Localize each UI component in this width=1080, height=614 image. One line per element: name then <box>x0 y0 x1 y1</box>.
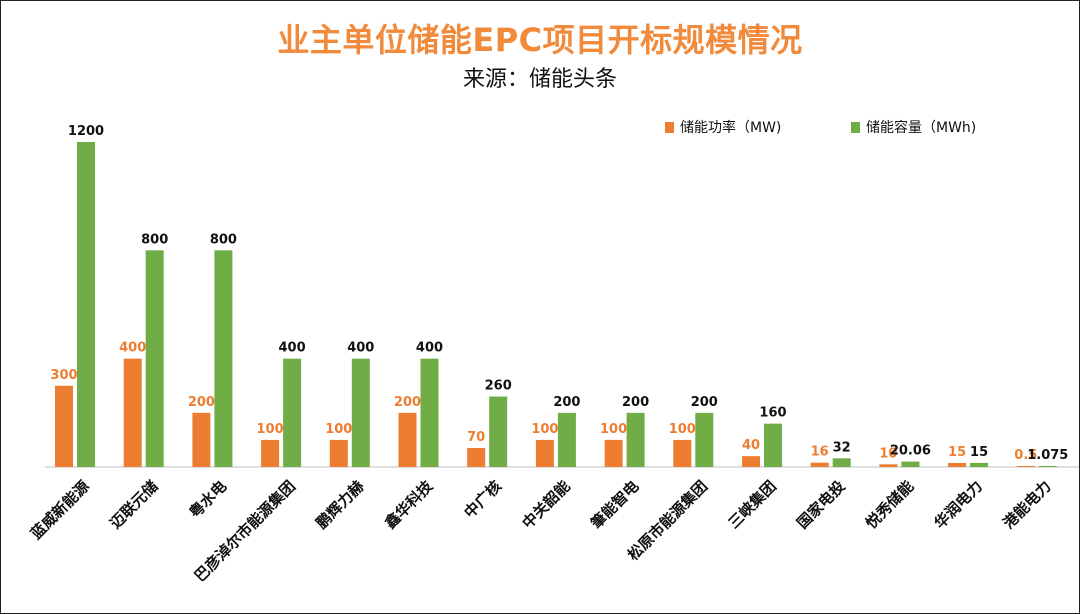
category-label: 粤水电 <box>186 477 231 522</box>
category-label: 港能电力 <box>999 477 1054 532</box>
data-label-power: 15 <box>948 445 966 460</box>
data-label-power: 400 <box>119 341 146 356</box>
category-label: 蓝威新能源 <box>27 477 93 543</box>
data-label-capacity: 160 <box>759 406 786 421</box>
bar-capacity <box>695 412 714 467</box>
data-label-power: 0.5 <box>1014 448 1037 463</box>
data-label-capacity: 200 <box>622 395 649 410</box>
data-label-capacity: 1200 <box>68 124 104 139</box>
bar-power <box>123 358 142 467</box>
data-label-capacity: 400 <box>416 341 443 356</box>
bar-power <box>467 448 486 467</box>
bar-capacity <box>351 358 370 467</box>
bar-power <box>261 439 280 467</box>
data-label-power: 10 <box>879 446 897 461</box>
legend-swatch-power <box>665 121 674 133</box>
bar-capacity <box>77 142 95 467</box>
legend-label-capacity: 储能容量（MWh) <box>866 120 977 136</box>
category-label: 筆能智电 <box>587 477 642 532</box>
data-label-capacity: 260 <box>485 379 512 394</box>
data-label-power: 100 <box>669 422 696 437</box>
data-label-capacity: 15 <box>970 445 988 460</box>
bar-capacity <box>145 250 164 467</box>
data-label-power: 40 <box>742 438 760 453</box>
data-label-capacity: 20.06 <box>890 444 931 459</box>
data-label-power: 100 <box>531 422 558 437</box>
bar-power <box>535 439 554 467</box>
legend-swatch-capacity <box>851 121 860 133</box>
bar-capacity <box>970 462 989 467</box>
bar-capacity <box>489 396 508 467</box>
data-label-power: 300 <box>50 368 77 383</box>
legend-item-power: 储能功率（MW) <box>665 117 781 137</box>
category-label: 华润电力 <box>931 477 986 532</box>
bar-power <box>604 439 623 467</box>
bar-capacity <box>283 358 302 467</box>
data-label-capacity: 800 <box>210 232 237 247</box>
category-label: 迈联元储 <box>106 477 161 532</box>
bar-power <box>192 412 211 467</box>
category-label: 中广核 <box>460 477 505 522</box>
category-label: 鹏辉力赫 <box>312 477 367 532</box>
bar-capacity <box>214 250 233 467</box>
bar-power <box>398 412 417 467</box>
data-label-capacity: 32 <box>833 440 851 455</box>
category-label: 悦秀储能 <box>862 477 917 532</box>
legend-label-power: 储能功率（MW) <box>680 120 782 136</box>
bar-capacity <box>420 358 439 467</box>
bar-power <box>1016 466 1035 467</box>
category-label: 鑫华科技 <box>380 476 437 533</box>
data-label-power: 16 <box>811 445 829 460</box>
bar-power <box>879 464 898 467</box>
bar-power <box>55 385 73 467</box>
data-label-capacity: 200 <box>691 395 718 410</box>
bar-power <box>742 456 760 467</box>
bar-capacity <box>1038 466 1057 467</box>
data-label-power: 100 <box>257 422 284 437</box>
category-label: 三峡集团 <box>725 477 780 532</box>
bar-power <box>810 462 829 467</box>
data-label-power: 70 <box>467 430 485 445</box>
data-label-power: 200 <box>394 395 421 410</box>
bar-capacity <box>557 412 576 467</box>
bar-capacity <box>626 412 645 467</box>
data-label-power: 100 <box>325 422 352 437</box>
data-label-capacity: 400 <box>279 341 306 356</box>
bar-capacity <box>764 423 782 467</box>
bar-power <box>948 462 967 467</box>
bar-power <box>329 439 348 467</box>
data-label-capacity: 200 <box>553 395 580 410</box>
data-label-capacity: 1.075 <box>1027 448 1068 463</box>
legend-item-capacity: 储能容量（MWh) <box>851 117 976 137</box>
bar-power <box>673 439 692 467</box>
category-label: 中关韶能 <box>519 477 574 532</box>
data-label-capacity: 400 <box>347 341 374 356</box>
bar-capacity <box>901 461 920 467</box>
data-label-power: 200 <box>188 395 215 410</box>
data-label-power: 100 <box>600 422 627 437</box>
chart-title: 业主单位储能EPC项目开标规模情况 <box>277 21 803 59</box>
category-label: 国家电投 <box>793 477 848 532</box>
chart-subtitle: 来源：储能头条 <box>462 67 617 92</box>
bar-capacity <box>832 458 851 467</box>
data-label-capacity: 800 <box>141 232 168 247</box>
